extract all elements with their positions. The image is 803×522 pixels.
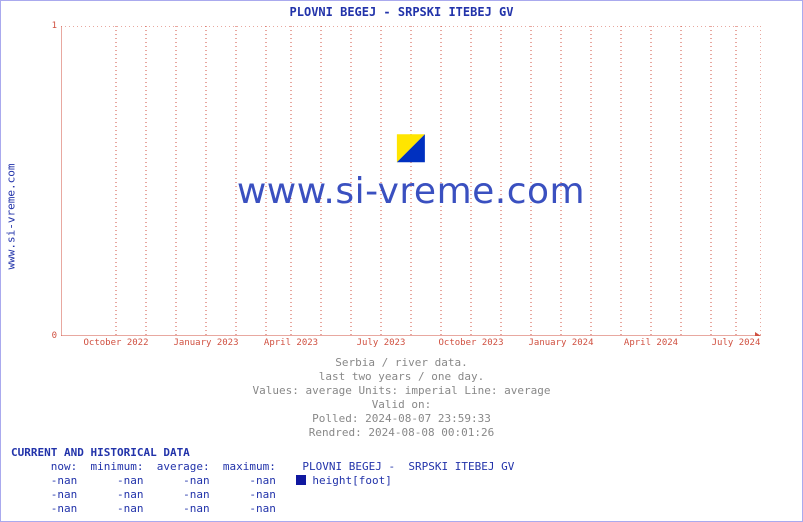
x-tick-label: January 2023	[173, 338, 238, 348]
subtitle-line4: Valid on:	[1, 398, 802, 412]
subtitle-line2: last two years / one day.	[1, 370, 802, 384]
x-tick-label: April 2023	[264, 338, 318, 348]
x-axis-labels: October 2022 January 2023 April 2023 July 2…	[61, 338, 761, 352]
x-tick-label: April 2024	[624, 338, 678, 348]
x-tick-label: October 2023	[438, 338, 503, 348]
x-tick-label: July 2024	[712, 338, 761, 348]
y-axis-labels: 01	[41, 26, 57, 336]
x-tick-label: July 2023	[357, 338, 406, 348]
chart-frame: www.si-vreme.com PLOVNI BEGEJ - SRPSKI I…	[0, 0, 803, 522]
y-tick-label: 0	[52, 331, 57, 341]
y-tick-label: 1	[52, 21, 57, 31]
data-table-heading: CURRENT AND HISTORICAL DATA	[11, 446, 792, 460]
side-source-text: www.si-vreme.com	[5, 163, 18, 269]
data-table-row: -nan -nan -nan -nan	[11, 502, 792, 516]
data-table: CURRENT AND HISTORICAL DATA now: minimum…	[11, 446, 792, 516]
x-tick-label: January 2024	[528, 338, 593, 348]
legend-swatch-icon	[296, 475, 306, 485]
subtitle-line3: Values: average Units: imperial Line: av…	[1, 384, 802, 398]
subtitle-line1: Serbia / river data.	[1, 356, 802, 370]
data-table-columns: now: minimum: average: maximum: PLOVNI B…	[11, 460, 792, 474]
data-table-row: -nan -nan -nan -nan height[foot]	[11, 474, 792, 488]
plot-area: www.si-vreme.com	[61, 26, 761, 336]
data-table-row: -nan -nan -nan -nan	[11, 488, 792, 502]
subtitle-line6: Rendred: 2024-08-08 00:01:26	[1, 426, 802, 440]
subtitle-line5: Polled: 2024-08-07 23:59:33	[1, 412, 802, 426]
plot-svg	[61, 26, 761, 336]
x-tick-label: October 2022	[83, 338, 148, 348]
chart-title: PLOVNI BEGEJ - SRPSKI ITEBEJ GV	[1, 5, 802, 19]
